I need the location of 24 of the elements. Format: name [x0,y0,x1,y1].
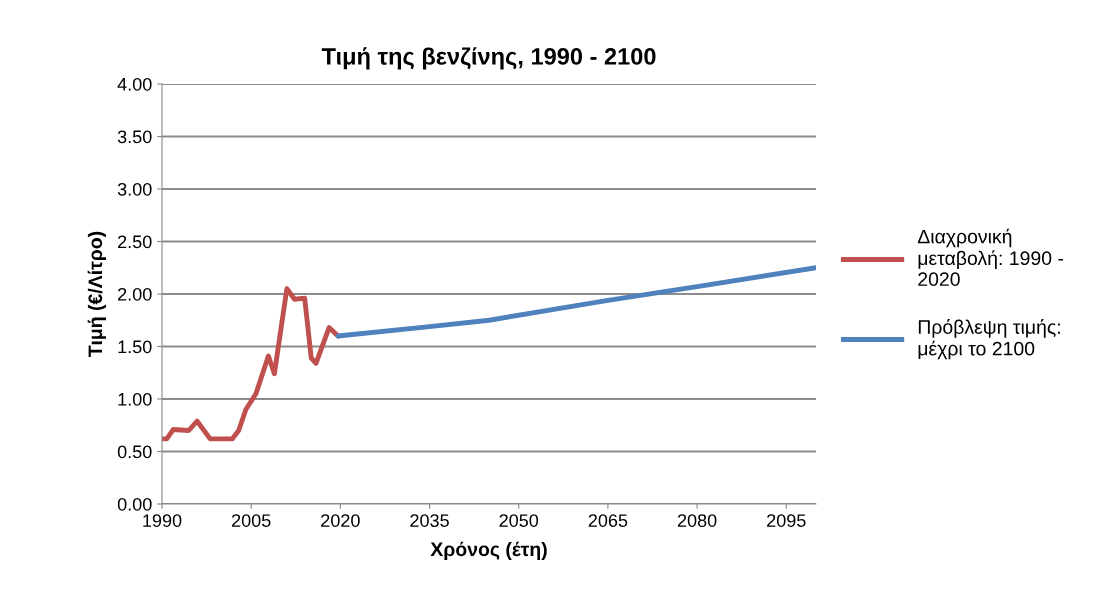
y-tick-label: 3.00 [117,182,152,196]
y-tick-label: 1.50 [118,340,152,354]
x-tick-label: 2065 [588,514,628,527]
line-series [162,286,341,442]
x-tick-label: 2095 [767,514,806,527]
x-tick-label: 1990 [143,514,182,527]
line-series [335,265,816,339]
y-tick-label: 0.50 [117,445,152,459]
y-tick-label: 0.00 [117,497,152,511]
x-tick-label: 2020 [321,514,360,527]
x-tick-label: 2050 [499,514,539,527]
x-tick-label: 2035 [410,514,449,527]
legend-label: Διαχρονική μεταβολή: 1990 - 2020 [917,228,1064,287]
x-tick-label: 2005 [232,514,271,527]
y-tick-label: 3.50 [117,130,152,144]
x-axis-title: Χρόνος (έτη) [430,541,547,561]
legend-label: Πρόβλεψη τιμής: μέχρι το 2100 [918,319,1060,360]
y-tick-label: 4.00 [117,77,152,91]
x-tick-label: 2080 [677,514,717,527]
y-axis-title: Τιμή (€/Λίτρο) [87,231,107,357]
y-tick-label: 2.50 [118,235,152,249]
y-tick-label: 2.00 [118,287,152,301]
chart-title: Τιμή της βενζίνης, 1990 - 2100 [321,47,656,70]
y-tick-label: 1.00 [118,392,152,406]
